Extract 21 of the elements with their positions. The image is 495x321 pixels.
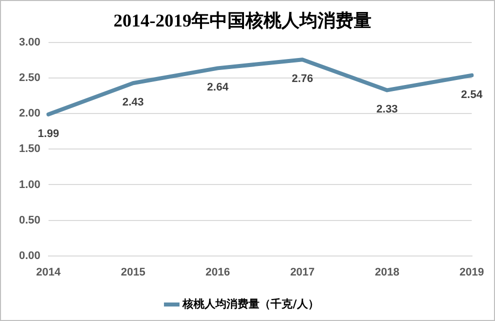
- chart-title: 2014-2019年中国核桃人均消费量: [114, 10, 372, 30]
- x-tick-label: 2019: [460, 266, 484, 278]
- x-tick-label: 2014: [36, 266, 62, 278]
- y-tick-label: 2.00: [18, 108, 40, 120]
- y-tick-label: 0.50: [18, 214, 40, 226]
- y-tick-label: 1.00: [18, 178, 40, 191]
- y-tick-label: 1.50: [18, 143, 40, 156]
- data-label: 2.33: [376, 104, 398, 116]
- data-label: 2.43: [122, 96, 144, 109]
- x-tick-label: 2016: [206, 266, 230, 278]
- x-tick-label: 2018: [374, 266, 400, 278]
- data-label: 2.64: [207, 82, 230, 94]
- x-tick-label: 2017: [290, 266, 315, 278]
- data-label: 1.99: [38, 128, 60, 140]
- data-label: 2.76: [292, 73, 314, 86]
- y-tick-label: 3.00: [18, 36, 40, 49]
- y-tick-label: 0.00: [18, 250, 40, 262]
- data-label: 2.54: [461, 88, 484, 101]
- legend-label: 核桃人均消费量（千克/人）: [182, 297, 319, 310]
- x-tick-label: 2015: [120, 266, 146, 278]
- y-tick-label: 2.50: [18, 72, 40, 84]
